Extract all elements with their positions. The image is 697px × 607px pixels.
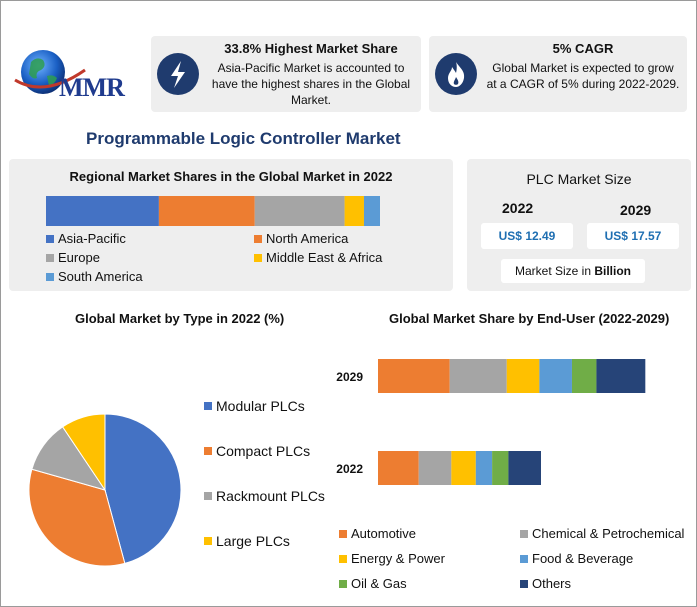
regional-legend-europe-label: Europe	[58, 250, 100, 265]
regional-legend-middle-east-africa-label: Middle East & Africa	[266, 250, 383, 265]
pie-legend-compact-plcs-label: Compact PLCs	[216, 443, 311, 459]
enduser-legend-chemical-petrochemical-swatch	[520, 530, 528, 538]
regional-bar-north-america	[158, 196, 255, 226]
enduser-chart-title: Global Market Share by End-User (2022-20…	[389, 311, 670, 326]
globe-icon	[14, 50, 86, 94]
regional-legend-europe-swatch	[46, 254, 54, 262]
regional-bar-middle-east-africa	[344, 196, 364, 226]
market-size-2029-value: US$ 17.57	[587, 223, 679, 249]
highlight1-text: Asia-Pacific Market is accounted to have…	[211, 61, 411, 107]
enduser-bar-2029-automotive	[378, 359, 450, 393]
pie-legend-large-plcs-swatch	[204, 537, 212, 545]
regional-legend-north-america-swatch	[254, 235, 262, 243]
regional-legend-asia-pacific-label: Asia-Pacific	[58, 231, 126, 246]
enduser-legend-oil-gas-label: Oil & Gas	[351, 576, 407, 591]
enduser-legend-oil-gas-swatch	[339, 580, 347, 588]
regional-legend-middle-east-africa-swatch	[254, 254, 262, 262]
year-2029-label: 2029	[620, 202, 652, 218]
enduser-legend-automotive-label: Automotive	[351, 526, 417, 541]
regional-panel: Regional Market Shares in the Global Mar…	[9, 159, 453, 291]
enduser-bar-2022-food-beverage	[475, 451, 493, 485]
enduser-bar-2029-oil-gas	[571, 359, 597, 393]
enduser-legend-food-beverage-label: Food & Beverage	[532, 551, 634, 566]
type-pie-chart	[28, 413, 182, 567]
enduser-legend-others-label: Others	[532, 576, 572, 591]
highlight1-title: 33.8% Highest Market Share	[224, 41, 398, 56]
enduser-bar-2029-chemical-petrochemical	[449, 359, 507, 393]
enduser-legend-others-swatch	[520, 580, 528, 588]
pie-legend-compact-plcs-swatch	[204, 447, 212, 455]
enduser-bar-2022-oil-gas	[492, 451, 509, 485]
enduser-bar-2029-food-beverage	[539, 359, 572, 393]
pie-slice-compact-plcs	[28, 468, 126, 567]
regional-legend-asia-pacific-swatch	[46, 235, 54, 243]
market-size-2022-value: US$ 12.49	[481, 223, 573, 249]
regional-legend-south-america-swatch	[46, 273, 54, 281]
regional-bar-asia-pacific	[46, 196, 159, 226]
enduser-bar-chart: 2029 2022	[336, 359, 646, 485]
regional-bar-europe	[254, 196, 345, 226]
market-size-unit-box: Market Size in Billion	[501, 259, 645, 283]
pie-legend-rackmount-plcs-label: Rackmount PLCs	[216, 488, 325, 504]
pie-legend-rackmount-plcs-swatch	[204, 492, 212, 500]
enduser-bar-2029-energy-power	[506, 359, 540, 393]
flame-icon	[435, 53, 477, 95]
lightning-icon	[157, 53, 199, 95]
enduser-bar-2029-others	[596, 359, 646, 393]
enduser-legend-food-beverage-swatch	[520, 555, 528, 563]
year-2022-label: 2022	[502, 200, 534, 216]
regional-bar-chart	[46, 196, 380, 226]
logo: MMR	[11, 46, 146, 106]
regional-bar-south-america	[363, 196, 380, 226]
unit-label: Billion	[594, 264, 632, 278]
highlight-card-share: 33.8% Highest Market Share Asia-Pacific …	[151, 36, 421, 112]
pie-slice-modular-plcs	[104, 413, 182, 564]
enduser-category-2029: 2029	[336, 370, 363, 384]
highlight-card-cagr: 5% CAGR Global Market is expected to gro…	[429, 36, 687, 112]
pie-legend-modular-plcs-swatch	[204, 402, 212, 410]
enduser-legend-energy-power-label: Energy & Power	[351, 551, 445, 566]
market-size-title: PLC Market Size	[526, 171, 632, 187]
pie-slice-large-plcs	[61, 413, 106, 492]
enduser-bar-2022-energy-power	[451, 451, 476, 485]
pie-legend-modular-plcs-label: Modular PLCs	[216, 398, 305, 414]
enduser-category-2022: 2022	[336, 462, 363, 476]
regional-legend-north-america-label: North America	[266, 231, 349, 246]
enduser-legend-chemical-petrochemical-label: Chemical & Petrochemical	[532, 526, 685, 541]
logo-text: MMR	[59, 73, 125, 102]
regional-legend-south-america-label: South America	[58, 269, 143, 284]
regional-chart-title: Regional Market Shares in the Global Mar…	[69, 169, 393, 184]
enduser-legend-energy-power-swatch	[339, 555, 347, 563]
enduser-legend-automotive-swatch	[339, 530, 347, 538]
highlight2-text: Global Market is expected to grow at a C…	[486, 61, 680, 91]
unit-prefix: Market Size in	[514, 264, 595, 278]
pie-legend-large-plcs-label: Large PLCs	[216, 533, 290, 549]
enduser-bar-2022-others	[508, 451, 541, 485]
enduser-bar-2022-automotive	[378, 451, 419, 485]
type-chart-title: Global Market by Type in 2022 (%)	[75, 311, 285, 326]
highlight2-title: 5% CAGR	[552, 41, 614, 56]
market-size-panel: PLC Market Size 2022 2029 US$ 12.49 US$ …	[467, 159, 691, 291]
enduser-bar-2022-chemical-petrochemical	[418, 451, 452, 485]
page-title: Programmable Logic Controller Market	[86, 129, 401, 148]
